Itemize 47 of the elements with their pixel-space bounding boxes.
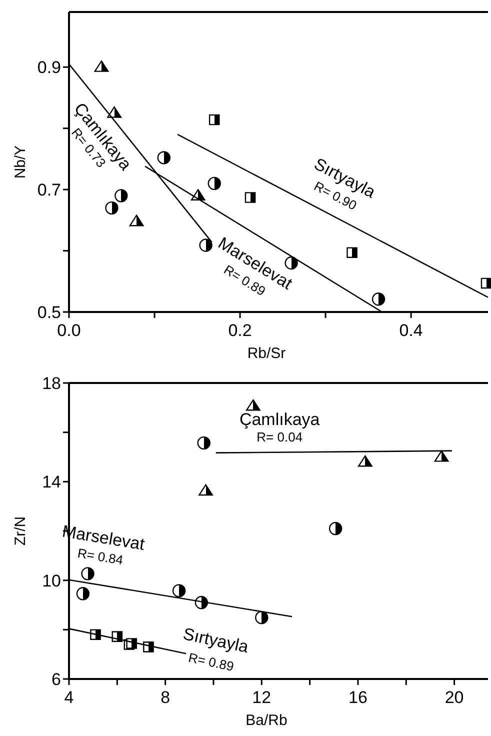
x-tick-label: 0.0	[57, 321, 81, 340]
point	[157, 151, 171, 164]
x-tick-label: 20	[444, 688, 464, 707]
x-tick-label: 8	[160, 688, 170, 707]
series-label: Çamlıkaya	[239, 410, 320, 429]
x-tick-label: 0.2	[228, 321, 252, 340]
point	[358, 455, 372, 467]
x-axis-title: Ba/Rb	[246, 712, 288, 729]
y-axis-title: Zr/N	[12, 516, 29, 546]
x-tick-label: 12	[252, 688, 272, 707]
point	[246, 399, 260, 411]
point	[126, 638, 138, 649]
x-tick-label: 16	[348, 688, 368, 707]
point	[480, 278, 491, 289]
point	[114, 189, 128, 202]
point	[129, 214, 144, 226]
point	[208, 176, 221, 190]
y-tick-label: 0.5	[37, 303, 61, 322]
y-tick-label: 14	[42, 472, 61, 492]
y-tick-label: 6	[52, 670, 61, 689]
y-axis-title: Nb/Y	[12, 145, 29, 179]
point	[76, 587, 90, 600]
point	[346, 247, 358, 258]
y-tick-label: 0.9	[37, 58, 61, 78]
y-tick-label: 10	[42, 571, 61, 590]
point	[255, 610, 268, 624]
point	[208, 114, 220, 126]
point	[190, 189, 206, 200]
point	[197, 436, 210, 450]
x-tick-label: 4	[64, 688, 74, 707]
y-tick-label: 18	[42, 374, 61, 393]
point	[90, 629, 101, 640]
y-tick-label: 0.7	[37, 180, 61, 200]
x-axis-title: Rb/Sr	[247, 345, 286, 362]
point	[199, 238, 212, 252]
point	[105, 201, 118, 215]
x-tick-label: 0.4	[399, 321, 423, 340]
point	[434, 450, 449, 462]
point	[244, 192, 256, 203]
point	[172, 584, 186, 598]
point	[372, 292, 386, 306]
annotation: R= 0.04	[256, 430, 303, 445]
point	[143, 642, 154, 652]
point	[94, 60, 109, 72]
point	[328, 522, 342, 536]
point	[81, 567, 94, 580]
point	[198, 484, 213, 496]
